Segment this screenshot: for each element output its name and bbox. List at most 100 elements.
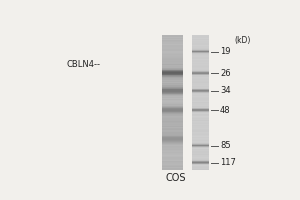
Bar	[162, 61, 183, 62]
Bar	[162, 51, 183, 52]
Bar	[191, 159, 209, 160]
Bar	[191, 104, 209, 105]
Bar	[191, 109, 209, 110]
Bar	[191, 46, 209, 47]
Bar	[191, 108, 209, 109]
Bar	[162, 148, 183, 149]
Bar	[191, 83, 209, 84]
Bar	[191, 166, 209, 167]
Bar	[162, 157, 183, 158]
Bar	[162, 92, 183, 93]
Bar	[162, 155, 183, 156]
Bar	[162, 156, 183, 157]
Bar	[191, 139, 209, 140]
Bar	[191, 89, 209, 90]
Bar	[191, 161, 209, 162]
Bar	[191, 58, 209, 59]
Bar	[162, 124, 183, 125]
Bar	[191, 44, 209, 45]
Bar	[162, 114, 183, 115]
Bar	[191, 141, 209, 142]
Bar	[162, 129, 183, 130]
Text: COS: COS	[166, 173, 186, 183]
Bar	[162, 110, 183, 111]
Bar	[162, 71, 183, 72]
Bar	[191, 168, 209, 169]
Bar	[191, 86, 209, 87]
Bar	[191, 39, 209, 40]
Bar	[191, 111, 209, 112]
Bar	[191, 60, 209, 61]
Bar	[162, 83, 183, 84]
Bar	[191, 80, 209, 81]
Text: 117: 117	[220, 158, 236, 167]
Bar	[191, 122, 209, 123]
Bar	[162, 166, 183, 167]
Bar	[191, 110, 209, 111]
Bar	[162, 131, 183, 132]
Bar	[191, 162, 209, 163]
Bar	[162, 36, 183, 37]
Text: 34: 34	[220, 86, 231, 95]
Bar	[191, 99, 209, 100]
Bar	[191, 163, 209, 164]
Bar	[162, 96, 183, 97]
Bar	[191, 64, 209, 65]
Bar	[162, 50, 183, 51]
Bar	[162, 106, 183, 107]
Bar	[162, 87, 183, 88]
Bar	[191, 155, 209, 156]
Bar	[191, 70, 209, 71]
Bar	[162, 139, 183, 140]
Bar	[162, 122, 183, 123]
Bar	[191, 100, 209, 101]
Bar	[162, 41, 183, 42]
Bar	[162, 80, 183, 81]
Bar	[162, 147, 183, 148]
Bar	[191, 38, 209, 39]
Bar	[162, 70, 183, 71]
Bar	[162, 140, 183, 141]
Bar	[162, 141, 183, 142]
Bar	[191, 126, 209, 127]
Bar	[162, 143, 183, 144]
Bar	[191, 154, 209, 155]
Bar	[191, 135, 209, 136]
Bar	[191, 105, 209, 106]
Bar	[162, 101, 183, 102]
Bar	[191, 84, 209, 85]
Bar	[191, 140, 209, 141]
Bar	[191, 47, 209, 48]
Bar	[162, 115, 183, 116]
Bar	[162, 120, 183, 121]
Bar	[162, 152, 183, 153]
Bar	[162, 55, 183, 56]
Bar	[162, 52, 183, 53]
Bar	[191, 113, 209, 114]
Bar	[162, 126, 183, 127]
Bar	[162, 48, 183, 49]
Bar	[191, 57, 209, 58]
Bar	[191, 156, 209, 157]
Bar	[162, 43, 183, 44]
Bar	[162, 98, 183, 99]
Bar	[162, 137, 183, 138]
Bar	[191, 137, 209, 138]
Bar	[162, 44, 183, 45]
Bar	[191, 149, 209, 150]
Bar	[162, 144, 183, 145]
Bar	[162, 153, 183, 154]
Bar	[191, 82, 209, 83]
Bar	[191, 106, 209, 107]
Bar	[191, 146, 209, 147]
Bar	[191, 72, 209, 73]
Bar	[162, 54, 183, 55]
Bar	[191, 133, 209, 134]
Bar	[191, 116, 209, 117]
Bar	[162, 165, 183, 166]
Bar	[162, 125, 183, 126]
Bar	[191, 132, 209, 133]
Bar	[191, 143, 209, 144]
Text: 19: 19	[220, 47, 230, 56]
Bar	[191, 102, 209, 103]
